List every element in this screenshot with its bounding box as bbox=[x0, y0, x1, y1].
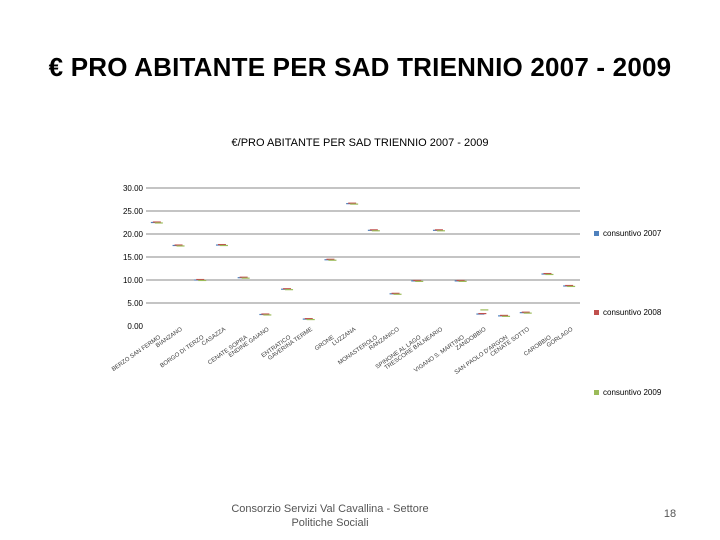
y-tick-label: 20.00 bbox=[123, 230, 144, 239]
legend-swatch bbox=[594, 231, 599, 236]
footer-line-1: Consorzio Servizi Val Cavallina - Settor… bbox=[231, 503, 429, 515]
x-tick-label: BERZO SAN FERMO bbox=[111, 335, 162, 373]
slide-title: € PRO ABITANTE PER SAD TRIENNIO 2007 - 2… bbox=[48, 52, 672, 82]
legend: consuntivo 2007 consuntivo 2008 consuntivo… bbox=[594, 229, 662, 397]
series-consuntivo-2009 bbox=[154, 203, 576, 321]
series-marks bbox=[150, 202, 576, 321]
y-tick-label: 30.00 bbox=[123, 184, 144, 193]
footer-text: Consorzio Servizi Val Cavallina - Settor… bbox=[230, 502, 430, 530]
legend-label: consuntivo 2008 bbox=[603, 308, 662, 317]
y-tick-label: 15.00 bbox=[123, 253, 144, 262]
x-tick-label: LUZZANA bbox=[331, 327, 357, 348]
series-consuntivo-2008 bbox=[152, 202, 574, 320]
footer-line-2: Politiche Sociali bbox=[291, 517, 369, 529]
y-axis-ticks: 0.00 5.00 10.00 15.00 20.00 25.00 30.00 bbox=[123, 184, 144, 331]
legend-label: consuntivo 2007 bbox=[603, 229, 662, 238]
legend-swatch bbox=[594, 310, 599, 315]
y-tick-label: 10.00 bbox=[123, 276, 144, 285]
legend-label: consuntivo 2009 bbox=[603, 388, 662, 397]
x-tick-label: CASAZZA bbox=[201, 327, 227, 348]
y-tick-label: 0.00 bbox=[127, 322, 143, 331]
y-tick-label: 5.00 bbox=[127, 299, 143, 308]
chart-title: €/PRO ABITANTE PER SAD TRIENNIO 2007 - 2… bbox=[232, 137, 489, 149]
grid bbox=[146, 187, 580, 304]
legend-swatch bbox=[594, 390, 599, 395]
y-tick-label: 25.00 bbox=[123, 207, 144, 216]
series-consuntivo-2007 bbox=[150, 203, 572, 320]
page-number: 18 bbox=[663, 508, 677, 520]
